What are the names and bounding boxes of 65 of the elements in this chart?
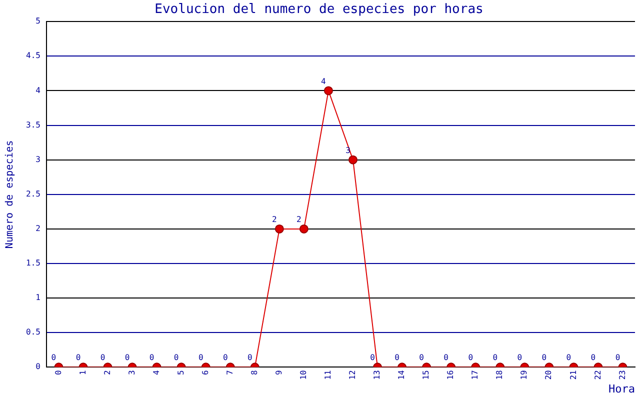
data-label: 0	[247, 353, 252, 362]
x-axis-title: Hora	[608, 382, 635, 396]
data-label: 2	[272, 215, 278, 224]
x-tick-label: 13	[372, 370, 382, 380]
data-label: 3	[346, 146, 351, 155]
data-label: 0	[100, 353, 106, 362]
data-label: 0	[419, 353, 424, 362]
data-label: 0	[174, 353, 179, 362]
x-tick-label: 15	[422, 370, 431, 380]
data-label: 0	[370, 353, 376, 362]
data-label: 0	[394, 353, 400, 362]
point	[299, 224, 308, 234]
x-tick-label: 7	[225, 370, 234, 375]
x-tick-label: 23	[618, 370, 627, 380]
data-label: 0	[444, 353, 449, 362]
point	[348, 155, 358, 164]
y-axis-title: Numero de especies	[4, 140, 16, 249]
x-tick-label: 10	[299, 370, 308, 380]
y-tick-label: 1	[36, 293, 41, 302]
data-label: 0	[566, 353, 572, 362]
x-tick-label: 12	[348, 370, 358, 380]
data-label: 0	[76, 353, 81, 362]
y-tick-label: 4	[36, 86, 41, 95]
x-tick-label: 2	[102, 370, 112, 375]
y-tick-label: 2.5	[26, 189, 41, 198]
data-label: 0	[542, 353, 547, 362]
x-tick-label: 18	[495, 370, 504, 380]
data-label: 0	[198, 353, 204, 362]
point	[324, 86, 333, 96]
x-tick-label: 0	[54, 370, 63, 375]
data-label: 0	[590, 353, 596, 362]
y-tick-label: 4.5	[26, 51, 41, 60]
chart-title: Evolucion del numero de especies por horas	[154, 2, 484, 18]
data-label: 0	[222, 353, 228, 362]
x-tick-label: 3	[127, 370, 136, 375]
x-tick-label: 9	[274, 370, 284, 375]
x-tick-label: 8	[250, 370, 259, 375]
data-label: 4	[321, 76, 326, 86]
x-tick-label: 6	[200, 370, 210, 375]
data-label: 0	[468, 353, 474, 362]
y-tick-label: 0.5	[26, 328, 41, 337]
x-tick-label: 21	[568, 370, 578, 380]
y-tick-label: 5	[36, 16, 41, 26]
x-tick-label: 19	[520, 370, 529, 380]
data-label: 0	[51, 353, 56, 362]
x-tick-label: 14	[397, 370, 406, 380]
data-label: 0	[492, 353, 498, 362]
data-label: 2	[296, 215, 302, 224]
point	[274, 224, 284, 234]
data-label: 0	[517, 353, 522, 362]
y-tick-label: 2	[36, 224, 41, 234]
data-label: 0	[149, 353, 154, 362]
x-tick-label: 11	[324, 370, 333, 380]
x-tick-label: 16	[446, 370, 456, 380]
x-tick-label: 4	[152, 370, 161, 375]
data-label: 0	[615, 353, 620, 362]
data-label: 0	[124, 353, 130, 362]
x-tick-label: 17	[470, 370, 480, 380]
y-tick-label: 3.5	[26, 120, 41, 130]
x-tick-label: 20	[544, 370, 554, 380]
y-tick-label: 1.5	[26, 258, 41, 268]
x-tick-label: 1	[78, 370, 88, 375]
x-tick-label: 22	[593, 370, 602, 380]
y-tick-label: 3	[36, 154, 41, 164]
x-tick-label: 5	[176, 370, 186, 375]
